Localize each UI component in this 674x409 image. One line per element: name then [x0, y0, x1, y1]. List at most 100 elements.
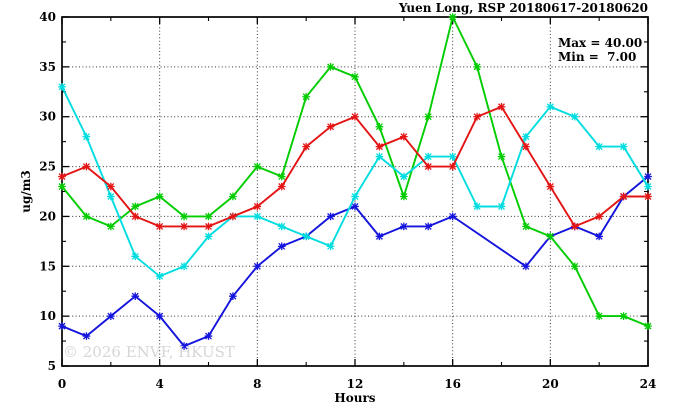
y-tick-label: 20 [39, 209, 56, 223]
series-marker-cyan [155, 272, 164, 281]
y-tick-label: 30 [39, 110, 56, 124]
series-marker-green [570, 262, 579, 271]
series-marker-cyan [400, 172, 408, 181]
max-label: Max = 40.00 [558, 36, 642, 50]
series-marker-green [107, 222, 115, 231]
series-marker-red [58, 172, 66, 181]
y-tick-label: 10 [39, 309, 56, 323]
series-marker-red [522, 142, 530, 151]
series-marker-red [644, 192, 652, 201]
x-tick-label: 20 [542, 377, 559, 391]
series-marker-cyan [424, 152, 433, 161]
series-marker-blue [644, 172, 652, 181]
series-marker-blue [229, 292, 237, 300]
y-tick-label: 25 [39, 160, 56, 174]
series-marker-red [351, 112, 359, 121]
series-marker-cyan [546, 102, 555, 111]
series-marker-cyan [595, 142, 603, 151]
series-marker-red [570, 222, 579, 231]
series-marker-cyan [58, 83, 66, 91]
series-marker-green [277, 172, 286, 181]
series-marker-green [351, 73, 359, 81]
series-marker-cyan [82, 132, 91, 141]
series-marker-blue [107, 312, 115, 320]
series-marker-cyan [351, 192, 359, 201]
series-marker-green [375, 122, 384, 131]
series-marker-green [522, 222, 530, 231]
series-marker-blue [253, 262, 262, 271]
series-marker-red [229, 212, 237, 221]
series-marker-red [131, 212, 140, 221]
series-marker-blue [326, 212, 335, 221]
series-marker-red [277, 182, 286, 191]
series-marker-blue [595, 232, 603, 241]
series-marker-blue [351, 202, 359, 211]
series-marker-red [107, 182, 115, 191]
series-marker-red [473, 112, 481, 121]
series-marker-green [302, 92, 310, 101]
y-tick-label: 35 [39, 60, 56, 74]
series-marker-blue [82, 332, 91, 340]
series-marker-green [58, 182, 66, 191]
series-marker-red [253, 202, 262, 211]
series-marker-red [619, 192, 628, 201]
series-marker-cyan [253, 212, 262, 221]
series-marker-blue [155, 312, 164, 320]
series-marker-cyan [375, 152, 384, 161]
series-marker-green [400, 192, 408, 201]
series-marker-cyan [302, 232, 310, 241]
x-tick-label: 12 [347, 377, 364, 391]
series-marker-blue [180, 342, 188, 350]
series-marker-cyan [522, 132, 530, 141]
series-marker-green [253, 162, 262, 171]
series-marker-green [180, 212, 188, 221]
series-marker-cyan [131, 252, 140, 261]
series-marker-blue [277, 242, 286, 251]
series-marker-green [595, 312, 603, 320]
series-marker-red [302, 142, 310, 151]
series-marker-blue [375, 232, 384, 241]
series-marker-blue [131, 292, 140, 300]
series-marker-red [424, 162, 433, 171]
y-tick-label: 15 [39, 259, 56, 273]
chart-title: Yuen Long, RSP 20180617-20180620 [398, 1, 648, 15]
series-marker-cyan [448, 152, 457, 161]
series-marker-cyan [180, 262, 188, 271]
series-marker-cyan [326, 242, 335, 251]
series-marker-green [546, 232, 555, 241]
y-tick-label: 40 [39, 10, 56, 24]
x-tick-label: 8 [253, 377, 261, 391]
x-tick-label: 16 [444, 377, 461, 391]
y-tick-label: 5 [48, 359, 56, 373]
series-marker-cyan [644, 182, 652, 191]
min-label: Min = 7.00 [558, 50, 636, 64]
series-marker-blue [522, 262, 530, 271]
series-marker-cyan [107, 192, 115, 201]
series-marker-green [155, 192, 164, 201]
series-marker-blue [204, 332, 213, 340]
series-marker-green [424, 112, 433, 121]
series-marker-green [326, 63, 335, 71]
series-marker-red [180, 222, 188, 231]
series-marker-cyan [473, 202, 481, 211]
series-marker-cyan [497, 202, 506, 211]
watermark: © 2026 ENVF, HKUST [63, 343, 235, 361]
series-marker-green [619, 312, 628, 320]
series-marker-red [448, 162, 457, 171]
series-marker-blue [448, 212, 457, 221]
series-marker-green [473, 63, 481, 71]
series-marker-blue [400, 222, 408, 231]
x-tick-label: 24 [640, 377, 657, 391]
series-marker-cyan [204, 232, 213, 241]
series-marker-red [82, 162, 91, 171]
series-marker-red [326, 122, 335, 131]
series-marker-cyan [277, 222, 286, 231]
series-marker-green [644, 322, 652, 330]
series-marker-red [546, 182, 555, 191]
series-marker-green [497, 152, 506, 161]
series-marker-green [229, 192, 237, 201]
series-marker-cyan [570, 112, 579, 121]
series-marker-red [204, 222, 213, 231]
